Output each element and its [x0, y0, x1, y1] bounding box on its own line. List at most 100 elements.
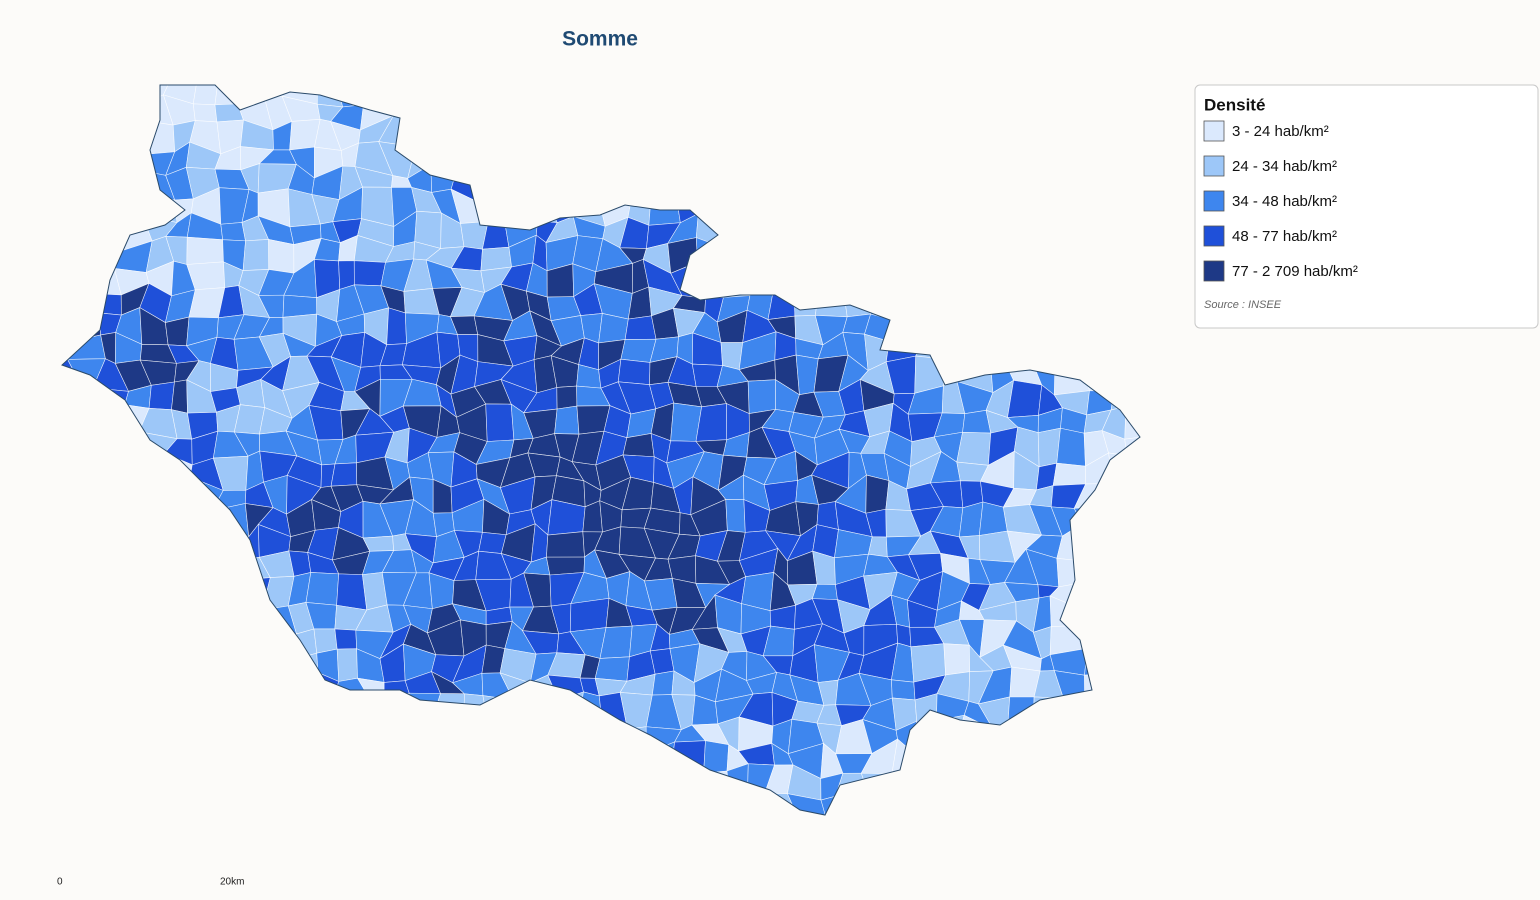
commune: [527, 699, 561, 731]
commune: [336, 573, 368, 611]
commune: [528, 163, 556, 202]
commune: [68, 381, 98, 411]
commune: [510, 122, 534, 153]
commune: [915, 85, 934, 99]
commune: [934, 237, 964, 272]
commune: [718, 190, 752, 222]
commune: [625, 795, 652, 815]
commune: [62, 381, 80, 413]
commune: [121, 485, 149, 511]
commune: [99, 187, 122, 218]
commune: [43, 821, 68, 845]
commune: [90, 642, 126, 676]
commune: [617, 742, 657, 777]
commune: [99, 819, 127, 846]
commune: [62, 140, 72, 170]
commune: [1012, 139, 1042, 170]
commune: [1132, 680, 1140, 702]
commune: [292, 652, 319, 681]
commune: [68, 407, 101, 441]
commune: [625, 764, 657, 802]
commune: [126, 145, 142, 174]
commune: [891, 188, 916, 220]
commune: [402, 812, 438, 815]
commune: [220, 222, 246, 242]
commune: [308, 811, 342, 815]
commune: [500, 744, 534, 776]
commune: [646, 146, 680, 172]
commune: [213, 764, 250, 794]
commune: [523, 769, 548, 800]
commune: [428, 129, 456, 156]
commune: [115, 120, 146, 156]
commune: [62, 595, 81, 635]
commune: [139, 548, 175, 582]
commune: [546, 793, 584, 813]
commune: [554, 140, 583, 178]
commune: [957, 200, 994, 220]
commune: [862, 139, 885, 177]
commune: [353, 722, 392, 742]
commune: [580, 140, 608, 178]
legend-box: [1194, 84, 1539, 329]
commune: [453, 744, 484, 779]
commune: [142, 811, 169, 815]
commune: [847, 819, 865, 851]
commune: [502, 794, 528, 815]
commune: [1075, 124, 1112, 144]
commune: [285, 765, 322, 793]
commune: [260, 791, 298, 815]
commune: [68, 642, 106, 682]
commune: [932, 115, 959, 144]
commune: [1079, 794, 1104, 815]
commune: [89, 766, 131, 791]
commune: [1003, 220, 1029, 251]
commune: [820, 795, 848, 815]
commune: [451, 129, 488, 156]
commune: [313, 739, 336, 780]
commune: [957, 95, 987, 124]
commune: [693, 817, 729, 836]
commune: [835, 197, 863, 221]
commune: [1052, 331, 1090, 368]
commune: [72, 674, 106, 700]
commune: [241, 670, 274, 703]
commune: [881, 118, 919, 154]
commune: [210, 580, 245, 602]
commune: [62, 85, 77, 101]
commune: [333, 811, 371, 815]
commune: [1124, 750, 1140, 773]
commune: [861, 217, 893, 244]
commune: [96, 404, 126, 442]
commune: [141, 600, 171, 634]
commune: [73, 550, 102, 581]
commune: [1055, 740, 1086, 773]
commune: [720, 238, 752, 270]
commune: [233, 577, 271, 611]
commune: [722, 116, 746, 146]
source: Source : INSEE: [1204, 299, 1282, 311]
commune: [360, 774, 389, 798]
commune: [1083, 579, 1106, 612]
commune: [430, 138, 457, 174]
commune: [769, 238, 796, 266]
commune: [917, 264, 945, 299]
commune: [450, 819, 482, 848]
commune: [66, 720, 103, 751]
commune: [619, 170, 652, 193]
commune: [646, 170, 680, 196]
commune: [508, 85, 532, 95]
commune: [76, 745, 103, 772]
commune: [691, 128, 731, 146]
commune: [451, 148, 488, 174]
commune: [113, 716, 154, 748]
commune: [406, 772, 437, 799]
commune: [1102, 85, 1136, 105]
commune: [1126, 85, 1140, 100]
commune: [747, 379, 776, 414]
commune: [144, 762, 167, 796]
commune: [1124, 769, 1140, 800]
commune: [553, 716, 580, 751]
commune: [139, 534, 175, 556]
commune: [891, 679, 916, 701]
